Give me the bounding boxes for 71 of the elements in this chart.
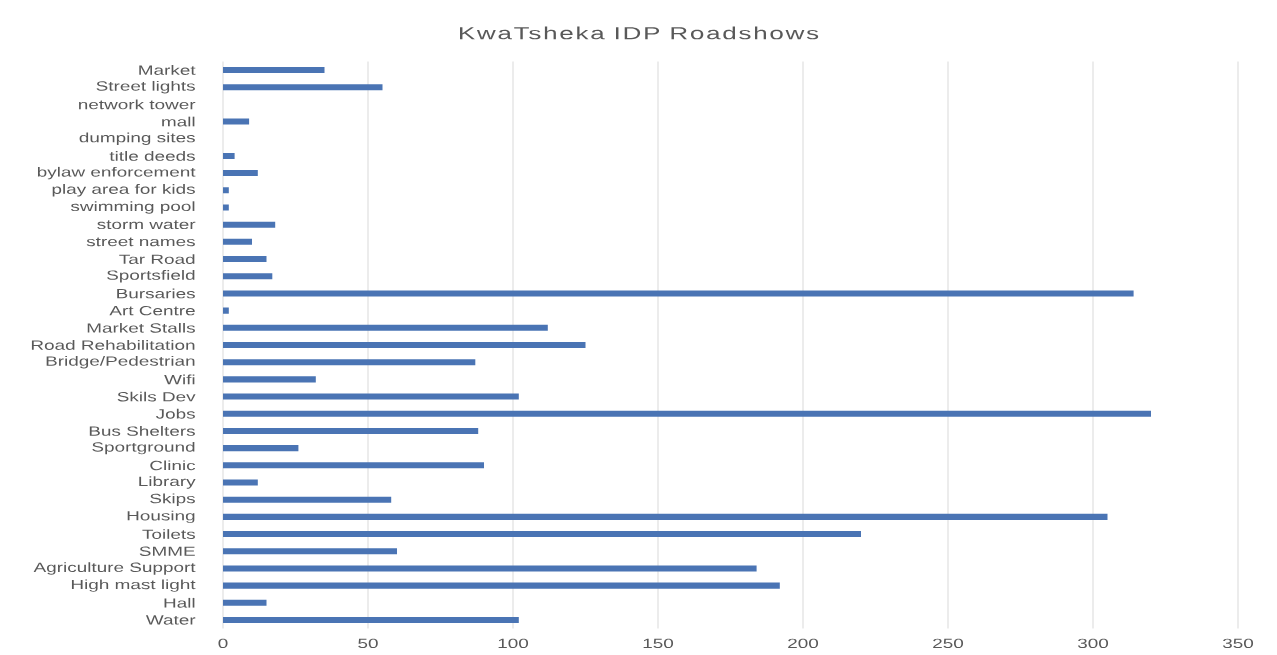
bar (223, 462, 484, 469)
bar (223, 445, 299, 452)
y-tick-label: Bus Shelters (89, 426, 195, 436)
y-tick-label: Bursaries (117, 288, 195, 299)
y-tick-label: swimming pool (70, 201, 195, 214)
bar (223, 479, 258, 486)
bar (223, 118, 250, 125)
y-tick-label: Jobs (155, 408, 195, 419)
bar (223, 221, 276, 228)
x-tick-label: 200 (788, 638, 819, 649)
y-tick-label: Housing (127, 510, 195, 524)
y-tick-label: Art Centre (109, 305, 195, 316)
x-tick-label: 300 (1077, 638, 1109, 649)
bar (223, 84, 383, 91)
bar (223, 531, 861, 538)
y-tick-label: Agriculture Support (33, 562, 196, 575)
y-tick-label: Skils Dev (117, 391, 196, 402)
y-tick-label: bylaw enforcement (37, 166, 196, 180)
y-tick-label: network tower (79, 99, 196, 110)
y-tick-label: Street lights (96, 80, 195, 94)
x-tick-label: 50 (358, 638, 378, 649)
bar (223, 256, 267, 263)
y-tick-label: Sportsfield (107, 270, 195, 283)
y-tick-label: Market (139, 65, 196, 75)
bar (223, 204, 229, 211)
y-tick-label: Water (145, 615, 196, 625)
bar (223, 273, 273, 280)
y-tick-label: Bridge/Pedestrian (46, 355, 195, 369)
y-tick-label: Hall (164, 597, 195, 608)
y-tick-label: High mast light (71, 579, 196, 592)
y-tick-label: Tar Road (119, 254, 195, 264)
bar (223, 496, 392, 503)
x-tick-label: 100 (498, 638, 529, 649)
bar (223, 548, 398, 555)
y-tick-label: Skips (150, 493, 195, 506)
bar (223, 427, 479, 434)
x-tick-label: 150 (643, 638, 674, 649)
y-tick-label: Toilets (142, 529, 195, 539)
y-tick-label: dumping sites (79, 132, 195, 145)
bar (223, 393, 519, 400)
y-tick-label: Market Stalls (87, 322, 195, 333)
y-tick-label: Library (139, 476, 196, 489)
bar (223, 376, 316, 383)
bar (223, 599, 267, 606)
bar (223, 290, 1134, 297)
y-tick-label: play area for kids (52, 184, 195, 197)
y-tick-label: title deeds (109, 151, 195, 161)
bar (223, 66, 325, 73)
bar (223, 170, 258, 177)
bar (223, 410, 1151, 417)
x-tick-label: 0 (218, 638, 228, 649)
y-tick-label: mall (162, 116, 195, 127)
bar (223, 341, 586, 348)
x-tick-label: 350 (1222, 638, 1254, 649)
bar (223, 582, 780, 589)
bar (223, 616, 519, 624)
y-tick-label: street names (86, 237, 195, 247)
bar (223, 324, 548, 331)
bar (223, 513, 1108, 520)
x-tick-label: 250 (933, 638, 964, 649)
y-tick-label: Wifi (164, 374, 195, 385)
bar (223, 565, 757, 572)
bar (223, 238, 253, 245)
chart-title: KwaTsheka IDP Roadshows (460, 26, 819, 40)
bar (223, 152, 235, 159)
y-tick-label: storm water (97, 220, 196, 230)
y-tick-label: SMME (139, 546, 195, 556)
y-tick-label: Road Rehabilitation (31, 340, 195, 350)
bar (223, 359, 476, 366)
y-tick-label: Clinic (150, 460, 196, 471)
y-tick-label: Sportground (92, 441, 195, 455)
